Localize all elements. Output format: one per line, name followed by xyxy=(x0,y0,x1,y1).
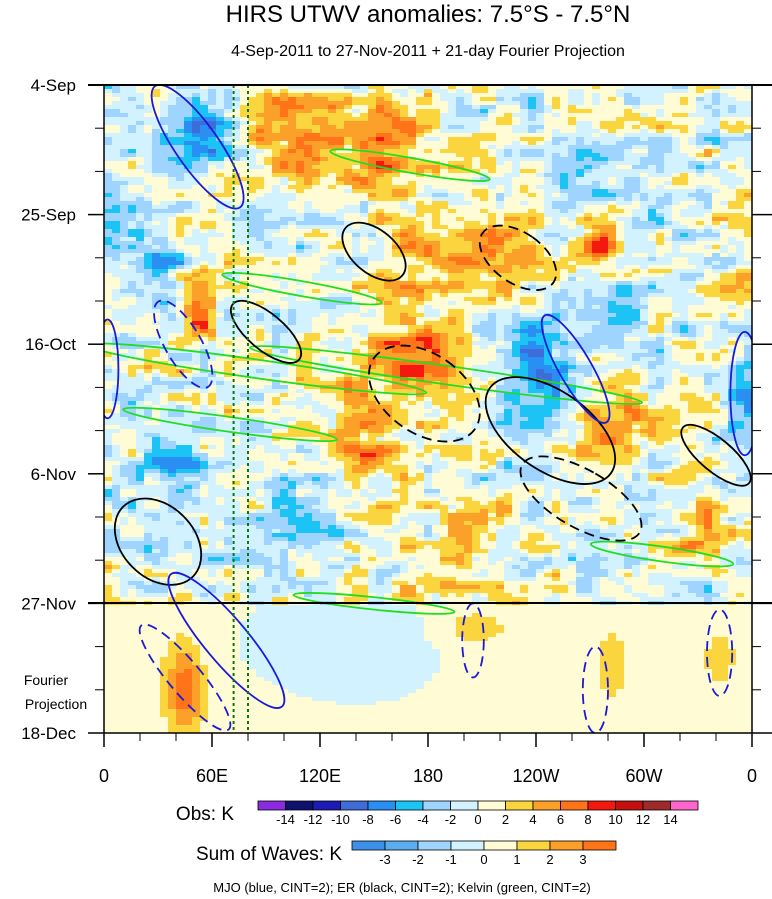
obs-level-4: -6 xyxy=(390,812,402,827)
waves-level-2: -1 xyxy=(445,852,457,867)
obs-level-2: -10 xyxy=(331,812,350,827)
kelvin-contour-0 xyxy=(104,342,428,396)
x-tick-label-2: 120E xyxy=(299,766,341,786)
obs-swatch-15 xyxy=(670,800,699,811)
obs-swatch-10 xyxy=(532,800,561,811)
obs-colorbar-label: Obs: K xyxy=(176,804,234,825)
reference-lines xyxy=(232,85,249,733)
kelvin-contour-3 xyxy=(221,271,383,306)
er-contour-6 xyxy=(113,497,203,586)
obs-swatch-3 xyxy=(340,800,369,811)
obs-level-6: -2 xyxy=(445,812,457,827)
waves-level-0: -3 xyxy=(379,852,391,867)
x-axis: 0 60E 120E 180 120W 60W 0 xyxy=(99,733,757,786)
contour-legend: MJO (blue, CINT=2); ER (black, CINT=2); … xyxy=(213,880,590,895)
obs-swatch-9 xyxy=(505,800,534,811)
er-contour-3 xyxy=(341,221,407,282)
er-contour-1 xyxy=(368,344,481,443)
er-contour-0 xyxy=(484,376,617,485)
mjo-contour-5 xyxy=(167,571,286,709)
mjo-contour-8 xyxy=(581,645,609,733)
x-tick-label-3: 180 xyxy=(413,766,443,786)
obs-level-1: -12 xyxy=(304,812,323,827)
x-tick-label-1: 60E xyxy=(196,766,228,786)
kelvin-contour-4 xyxy=(122,406,338,443)
er-contour-4 xyxy=(519,455,643,542)
er-contour-7 xyxy=(680,423,752,487)
mjo-contour-3 xyxy=(540,313,611,424)
y-tick-label-3: 6-Nov xyxy=(31,465,77,484)
chart-subtitle: 4-Sep-2011 to 27-Nov-2011 + 21-day Fouri… xyxy=(231,43,625,60)
waves-level-3: 0 xyxy=(480,852,487,867)
kelvin-contour-5 xyxy=(589,540,735,568)
obs-swatch-4 xyxy=(367,800,396,811)
mjo-contour-0 xyxy=(150,85,245,210)
obs-swatch-7 xyxy=(450,800,479,811)
waves-swatch-5 xyxy=(516,840,551,851)
obs-level-5: -4 xyxy=(417,812,429,827)
waves-swatch-3 xyxy=(450,840,485,851)
chart-title: HIRS UTWV anomalies: 7.5°S - 7.5°N xyxy=(226,1,631,28)
obs-swatch-14 xyxy=(642,800,671,811)
obs-swatch-12 xyxy=(587,800,616,811)
kelvin-contour-6 xyxy=(292,592,456,615)
forecast-label-line2: Projection xyxy=(25,696,87,712)
obs-swatch-8 xyxy=(477,800,506,811)
obs-colorbar: -14 -12 -10 -8 -6 -4 -2 0 2 4 6 8 10 12 14 xyxy=(257,800,699,827)
obs-level-14: 14 xyxy=(663,812,677,827)
x-tick-label-0: 0 xyxy=(99,766,109,786)
mjo-contour-1 xyxy=(153,299,214,389)
waves-colorbar: -3 -2 -1 0 1 2 3 xyxy=(351,840,617,867)
obs-swatch-11 xyxy=(560,800,589,811)
er-contour-2 xyxy=(478,224,558,291)
waves-level-5: 2 xyxy=(546,852,553,867)
obs-level-0: -14 xyxy=(276,812,295,827)
obs-swatch-13 xyxy=(615,800,644,811)
obs-level-9: 4 xyxy=(529,812,536,827)
mjo-contour-4 xyxy=(729,330,752,457)
obs-level-10: 6 xyxy=(557,812,564,827)
obs-swatch-5 xyxy=(395,800,424,811)
y-tick-label-4: 27-Nov xyxy=(21,594,76,613)
obs-level-12: 10 xyxy=(608,812,622,827)
waves-swatch-4 xyxy=(483,840,518,851)
er-contour-5 xyxy=(230,299,302,364)
waves-swatch-2 xyxy=(417,840,452,851)
mjo-contour-6 xyxy=(138,623,232,732)
waves-colorbar-label: Sum of Waves: K xyxy=(196,844,342,865)
y-tick-label-5: 18-Dec xyxy=(21,724,76,743)
kelvin-contour-2 xyxy=(329,148,491,182)
waves-level-4: 1 xyxy=(513,852,520,867)
y-tick-label-1: 25-Sep xyxy=(21,206,76,225)
waves-swatch-7 xyxy=(582,840,617,851)
waves-swatch-6 xyxy=(549,840,584,851)
forecast-label-line1: Fourier xyxy=(24,672,69,688)
obs-level-11: 8 xyxy=(584,812,591,827)
waves-level-1: -2 xyxy=(412,852,424,867)
x-tick-label-6: 0 xyxy=(747,766,757,786)
x-tick-label-4: 120W xyxy=(512,766,559,786)
y-axis: 4-Sep 25-Sep 16-Oct 6-Nov 27-Nov 18-Dec xyxy=(21,76,772,743)
mjo-contour-7 xyxy=(706,608,734,697)
y-tick-label-0: 4-Sep xyxy=(31,76,76,95)
anomaly-heatmap xyxy=(104,85,752,733)
wave-contours xyxy=(104,85,752,733)
obs-swatch-6 xyxy=(422,800,451,811)
obs-level-8: 2 xyxy=(502,812,509,827)
waves-swatch-1 xyxy=(384,840,419,851)
obs-swatch-2 xyxy=(312,800,341,811)
kelvin-contour-1 xyxy=(249,345,643,405)
obs-level-13: 12 xyxy=(636,812,650,827)
waves-swatch-0 xyxy=(351,840,386,851)
obs-level-7: 0 xyxy=(474,812,481,827)
y-tick-label-2: 16-Oct xyxy=(25,335,76,354)
x-tick-label-5: 60W xyxy=(625,766,662,786)
obs-swatch-1 xyxy=(285,800,314,811)
obs-level-3: -8 xyxy=(362,812,374,827)
mjo-contour-2 xyxy=(104,318,120,420)
waves-level-6: 3 xyxy=(579,852,586,867)
obs-swatch-0 xyxy=(257,800,286,811)
